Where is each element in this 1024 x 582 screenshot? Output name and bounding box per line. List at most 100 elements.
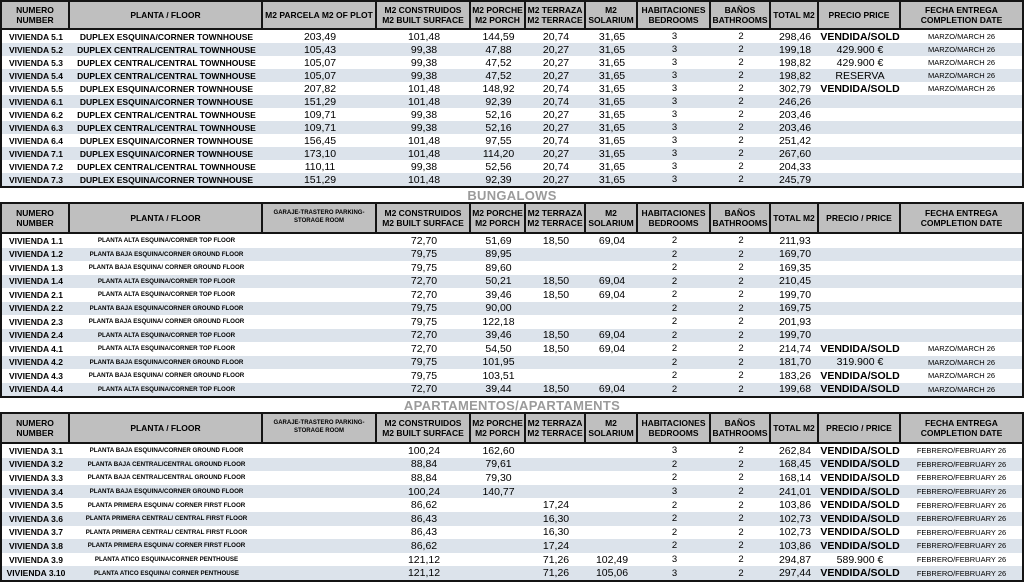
column-header-line: PLANTA / FLOOR bbox=[130, 422, 201, 433]
cell-built-surface: 99,38 bbox=[410, 121, 438, 134]
cell-floor: PLANTA PRIMERA ESQUINA/ CORNER FIRST FLO… bbox=[87, 501, 246, 509]
cell-porch bbox=[471, 498, 526, 512]
cell-porch: 39,44 bbox=[485, 383, 512, 396]
cell-completion-date: FEBRERO/FEBRUARY 26 bbox=[916, 514, 1007, 524]
cell-built-surface: 86,43 bbox=[410, 512, 438, 525]
cell-built-surface: 72,70 bbox=[410, 329, 438, 342]
cell-price bbox=[819, 234, 901, 248]
cell-terrace bbox=[526, 315, 586, 329]
cell-floor: DUPLEX CENTRAL/CENTRAL TOWNHOUSE bbox=[77, 109, 256, 120]
cell-floor: DUPLEX ESQUINA/CORNER TOWNHOUSE bbox=[79, 31, 254, 42]
cell-plot-or-garage bbox=[263, 526, 377, 540]
column-header-line: GARAJE-TRASTERO PARKING- bbox=[273, 210, 365, 217]
table-row: VIVIENDA 5.3 DUPLEX CENTRAL/CENTRAL TOWNH… bbox=[2, 56, 1022, 69]
cell-bedrooms: 2 bbox=[671, 458, 678, 470]
cell-porch bbox=[471, 526, 526, 540]
table-row: VIVIENDA 3.7 PLANTA PRIMERA CENTRAL/ CENT… bbox=[2, 526, 1022, 540]
column-header-line: SOLARIUM bbox=[588, 15, 634, 25]
table-row: VIVIENDA 4.3 PLANTA BAJA ESQUINA/ CORNER … bbox=[2, 369, 1022, 383]
column-header-built: M2 CONSTRUIDOS M2 BUILT SURFACE bbox=[377, 2, 471, 28]
cell-built-surface: 72,70 bbox=[410, 383, 438, 396]
cell-price bbox=[819, 275, 901, 289]
bungalows-header-row: NUMERO NUMBER PLANTA / FLOOR GARAJE-TRASTER… bbox=[2, 204, 1022, 234]
table-row: VIVIENDA 2.3 PLANTA BAJA ESQUINA/ CORNER … bbox=[2, 315, 1022, 329]
table-row: VIVIENDA 6.2 DUPLEX CENTRAL/CENTRAL TOWNH… bbox=[2, 108, 1022, 121]
cell-price bbox=[819, 147, 901, 160]
cell-unit-number: VIVIENDA 1.2 bbox=[8, 249, 63, 260]
townhouses-header-row: NUMERO NUMBER PLANTA / FLOOR M2 PARCELA M2 … bbox=[2, 2, 1022, 30]
cell-porch bbox=[471, 566, 526, 580]
cell-plot-or-garage bbox=[263, 485, 377, 499]
cell-bedrooms: 2 bbox=[671, 248, 678, 260]
column-header-line: HABITACIONES bbox=[641, 4, 706, 15]
cell-plot-or-garage: 207,82 bbox=[303, 82, 337, 95]
cell-total-m2: 201,93 bbox=[778, 315, 812, 328]
cell-bedrooms: 2 bbox=[671, 499, 678, 511]
column-header-line: M2 PORCH bbox=[475, 428, 520, 438]
cell-plot-or-garage bbox=[263, 302, 377, 316]
column-header-line: STORAGE ROOM bbox=[294, 428, 344, 434]
cell-porch: 39,46 bbox=[485, 288, 512, 301]
table-row: VIVIENDA 1.2 PLANTA BAJA ESQUINA/CORNER G… bbox=[2, 247, 1022, 262]
cell-unit-number: VIVIENDA 6.3 bbox=[8, 122, 63, 133]
cell-total-m2: 168,45 bbox=[778, 458, 812, 471]
cell-terrace: 20,74 bbox=[542, 30, 570, 43]
cell-porch: 39,46 bbox=[485, 329, 512, 342]
cell-total-m2: 246,26 bbox=[778, 95, 812, 108]
cell-solarium: 31,65 bbox=[598, 82, 626, 95]
cell-built-surface: 100,24 bbox=[407, 485, 441, 498]
cell-plot-or-garage: 203,49 bbox=[303, 30, 337, 43]
cell-floor: DUPLEX CENTRAL/CENTRAL TOWNHOUSE bbox=[77, 122, 256, 133]
cell-bedrooms: 2 bbox=[671, 316, 678, 328]
table-row: VIVIENDA 2.4 PLANTA ALTA ESQUINA/CORNER T… bbox=[2, 328, 1022, 342]
cell-solarium bbox=[586, 356, 638, 370]
cell-terrace: 16,30 bbox=[542, 512, 570, 525]
cell-built-surface: 86,62 bbox=[410, 499, 438, 512]
cell-bathrooms: 2 bbox=[738, 567, 744, 579]
column-header-price: PRECIO / PRICE bbox=[819, 204, 901, 232]
cell-completion-date: FEBRERO/FEBRUARY 26 bbox=[916, 527, 1007, 537]
cell-floor: DUPLEX ESQUINA/CORNER TOWNHOUSE bbox=[79, 135, 254, 146]
cell-solarium bbox=[586, 248, 638, 262]
cell-bedrooms: 2 bbox=[671, 235, 678, 247]
cell-solarium bbox=[586, 458, 638, 472]
cell-bathrooms: 2 bbox=[738, 356, 744, 368]
cell-bathrooms: 2 bbox=[738, 316, 744, 328]
cell-porch: 79,30 bbox=[485, 471, 512, 484]
column-header-planta: PLANTA / FLOOR bbox=[70, 414, 263, 442]
column-header-bathrooms: BAÑOS BATHROOMS bbox=[711, 414, 771, 442]
cell-terrace: 20,74 bbox=[542, 160, 570, 173]
cell-price: VENDIDA/SOLD bbox=[820, 383, 900, 396]
cell-price: VENDIDA/SOLD bbox=[820, 539, 900, 552]
cell-total-m2: 169,35 bbox=[778, 261, 812, 274]
cell-terrace: 20,74 bbox=[542, 82, 570, 95]
cell-unit-number: VIVIENDA 4.3 bbox=[8, 370, 63, 381]
cell-built-surface: 79,75 bbox=[410, 261, 438, 274]
cell-porch: 114,20 bbox=[482, 147, 515, 160]
column-header-terrace: M2 TERRAZA M2 TERRACE bbox=[526, 414, 586, 442]
cell-floor: PLANTA BAJA ESQUINA/CORNER GROUND FLOOR bbox=[89, 304, 244, 312]
bungalows-table: NUMERO NUMBER PLANTA / FLOOR GARAJE-TRASTER… bbox=[0, 202, 1024, 398]
cell-plot-or-garage bbox=[263, 471, 377, 485]
cell-porch: 144,59 bbox=[482, 30, 515, 43]
cell-unit-number: VIVIENDA 3.1 bbox=[8, 445, 63, 456]
cell-solarium: 69,04 bbox=[598, 234, 626, 247]
cell-bathrooms: 2 bbox=[738, 526, 744, 538]
cell-built-surface: 79,75 bbox=[410, 369, 438, 382]
cell-unit-number: VIVIENDA 5.1 bbox=[8, 31, 63, 42]
cell-bedrooms: 2 bbox=[671, 275, 678, 287]
cell-bedrooms: 2 bbox=[671, 343, 678, 355]
cell-total-m2: 102,73 bbox=[778, 526, 812, 539]
cell-bathrooms: 2 bbox=[738, 248, 744, 260]
cell-floor: PLANTA PRIMERA CENTRAL/ CENTRAL FIRST FL… bbox=[85, 515, 248, 523]
cell-bedrooms: 3 bbox=[671, 122, 678, 133]
cell-total-m2: 198,82 bbox=[778, 69, 812, 82]
cell-porch: 52,56 bbox=[485, 160, 512, 173]
cell-price bbox=[819, 248, 901, 262]
cell-price: VENDIDA/SOLD bbox=[820, 369, 900, 382]
cell-bedrooms: 3 bbox=[671, 554, 678, 566]
column-header-line: PLANTA / FLOOR bbox=[130, 212, 201, 223]
column-header-line: PRECIO / PRICE bbox=[826, 212, 892, 223]
cell-unit-number: VIVIENDA 3.7 bbox=[8, 527, 63, 538]
column-header-line: M2 TERRAZA bbox=[527, 417, 583, 428]
